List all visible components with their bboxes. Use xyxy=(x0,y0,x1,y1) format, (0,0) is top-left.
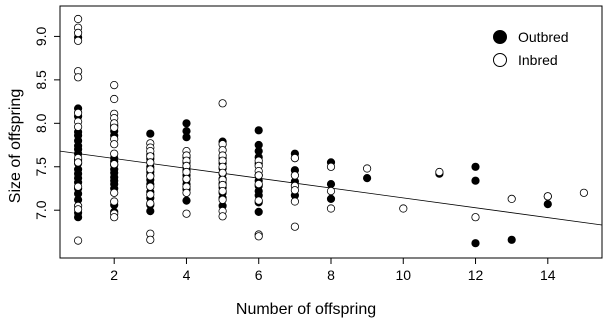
inbred-point xyxy=(146,165,155,174)
inbred-point xyxy=(182,174,191,183)
x-tick-label: 6 xyxy=(255,267,263,283)
inbred-point xyxy=(74,182,83,191)
inbred-point xyxy=(110,188,119,197)
inbred-point xyxy=(146,235,155,244)
inbred-point xyxy=(182,167,191,177)
inbred-point xyxy=(362,164,372,173)
inbred-point xyxy=(218,99,227,108)
inbred-point xyxy=(326,187,336,196)
inbred-point xyxy=(74,14,83,24)
outbred-point xyxy=(326,180,336,189)
inbred-point xyxy=(507,194,516,203)
inbred-point xyxy=(182,209,191,218)
inbred-point xyxy=(218,187,227,196)
inbred-point xyxy=(435,167,444,177)
inbred-point xyxy=(254,180,263,189)
inbred-point xyxy=(110,160,119,169)
y-axis: 7.0 7.5 8.0 8.5 9.0 xyxy=(33,26,60,220)
x-tick-label: 8 xyxy=(327,267,335,283)
outbred-point xyxy=(362,174,372,183)
inbred-point xyxy=(218,195,227,204)
inbred-point xyxy=(254,171,263,180)
inbred-point xyxy=(74,73,83,82)
inbred-point xyxy=(74,28,83,38)
outbred-point xyxy=(471,176,480,185)
y-tick-label: 8.0 xyxy=(33,113,49,133)
inbred-point xyxy=(543,192,552,201)
outbred-point xyxy=(471,239,480,248)
y-axis-label: Size of offspring xyxy=(7,89,24,203)
inbred-point xyxy=(290,222,299,231)
inbred-point xyxy=(254,196,263,205)
inbred-point xyxy=(326,204,336,213)
inbred-point xyxy=(74,205,83,214)
y-tick-label: 8.5 xyxy=(33,70,49,90)
legend-label-inbred: Inbred xyxy=(518,52,558,68)
x-tick-label: 10 xyxy=(396,267,412,283)
outbred-point xyxy=(471,162,480,171)
inbred-point xyxy=(326,162,336,171)
x-tick-label: 14 xyxy=(540,267,556,283)
inbred-point xyxy=(290,186,299,195)
outbred-point xyxy=(182,196,191,205)
y-tick-label: 7.0 xyxy=(33,200,49,220)
inbred-point xyxy=(74,236,83,245)
inbred-point xyxy=(74,36,83,45)
inbred-point xyxy=(471,213,480,222)
inbred-point xyxy=(146,199,155,208)
inbred-point xyxy=(290,154,299,163)
x-tick-label: 2 xyxy=(110,267,118,283)
inbred-point xyxy=(218,168,227,177)
inbred-point xyxy=(182,188,191,197)
outbred-point xyxy=(326,194,336,203)
inbred-point xyxy=(110,140,119,149)
y-tick-label: 9.0 xyxy=(33,26,49,46)
inbred-point xyxy=(110,94,119,104)
outbred-point xyxy=(74,213,83,222)
inbred-point xyxy=(110,197,119,206)
outbred-point xyxy=(254,207,263,216)
inbred-point xyxy=(110,213,119,222)
x-tick-label: 4 xyxy=(183,267,191,283)
inbred-point xyxy=(146,182,155,191)
inbred-point xyxy=(110,149,119,158)
outbred-point xyxy=(182,119,191,128)
inbred-point xyxy=(399,204,408,213)
outbred-point xyxy=(507,235,516,244)
x-axis-label: Number of offspring xyxy=(236,301,376,318)
x-axis: 2 4 6 8 10 12 14 xyxy=(110,258,556,283)
inbred-point xyxy=(110,81,119,90)
inbred-point xyxy=(74,122,83,131)
outbred-point xyxy=(182,133,191,142)
plot-content xyxy=(59,14,603,248)
inbred-point xyxy=(290,197,299,206)
inbred-point xyxy=(290,171,299,180)
inbred-point xyxy=(74,108,83,118)
inbred-point xyxy=(74,158,83,167)
outbred-point xyxy=(254,126,263,135)
inbred-point xyxy=(146,190,155,199)
inbred-point xyxy=(146,172,155,181)
inbred-point xyxy=(218,212,227,221)
legend-marker-inbred xyxy=(493,53,507,67)
x-tick-label: 12 xyxy=(468,267,484,283)
outbred-point xyxy=(146,207,155,216)
inbred-point xyxy=(254,232,263,241)
inbred-point xyxy=(110,123,119,132)
outbred-point xyxy=(543,200,552,209)
inbred-point xyxy=(579,188,589,197)
legend-label-outbred: Outbred xyxy=(518,29,569,45)
legend-marker-outbred xyxy=(493,30,507,44)
outbred-point xyxy=(146,129,155,138)
y-tick-label: 7.5 xyxy=(33,157,49,177)
inbred-point xyxy=(146,158,155,167)
legend: Outbred Inbred xyxy=(493,29,569,68)
